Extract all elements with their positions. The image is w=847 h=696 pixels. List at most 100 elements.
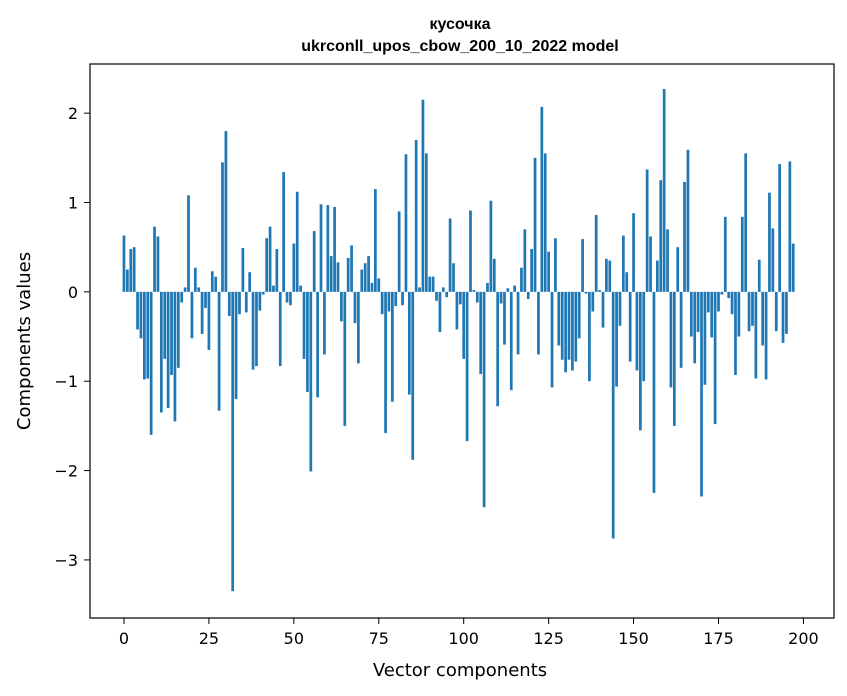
bar-22: [197, 287, 201, 292]
bar-149: [628, 291, 632, 362]
bar-169: [696, 291, 700, 333]
bar-18: [183, 287, 187, 292]
bar-66: [346, 257, 350, 292]
bar-129: [560, 291, 564, 360]
bar-172: [706, 291, 710, 313]
bar-128: [557, 291, 561, 346]
bar-45: [275, 248, 279, 292]
bar-79: [391, 291, 394, 402]
bar-134: [577, 291, 581, 339]
bar-1: [126, 269, 129, 292]
bar-23: [200, 291, 204, 334]
bar-9: [153, 226, 156, 292]
bar-34: [238, 291, 241, 315]
bar-133: [574, 291, 578, 362]
bar-4: [136, 291, 139, 330]
x-tick-label: 150: [618, 629, 649, 648]
bar-122: [537, 291, 540, 355]
bar-92: [435, 291, 438, 301]
bar-89: [424, 153, 428, 292]
bar-14: [170, 291, 173, 375]
bar-73: [370, 282, 374, 292]
bar-110: [496, 291, 500, 407]
bar-12: [163, 291, 167, 359]
bar-53: [302, 291, 306, 359]
bar-39: [255, 291, 258, 367]
bar-93: [438, 291, 442, 333]
bar-126: [550, 291, 554, 388]
bar-146: [618, 291, 622, 326]
bar-166: [686, 149, 690, 292]
bar-175: [717, 291, 720, 312]
bar-107: [486, 282, 489, 292]
bars-group: [122, 89, 795, 592]
bar-77: [384, 291, 387, 434]
bar-161: [669, 291, 673, 388]
bar-142: [605, 258, 608, 292]
bar-136: [584, 291, 588, 294]
bar-179: [730, 291, 734, 315]
x-tick-label: 200: [788, 629, 819, 648]
x-axis-ticks: 0 25 50 75 100 125 150 175 200: [119, 618, 819, 648]
bar-60: [326, 205, 330, 292]
bar-119: [526, 291, 530, 299]
bar-143: [608, 260, 612, 292]
x-tick-label: 175: [703, 629, 734, 648]
bar-194: [781, 291, 785, 343]
bar-160: [666, 229, 669, 292]
x-tick-label: 0: [119, 629, 129, 648]
bar-196: [788, 161, 792, 292]
bar-98: [455, 291, 459, 330]
bar-0: [122, 235, 126, 292]
bar-189: [764, 291, 768, 380]
bar-121: [533, 157, 537, 292]
bar-90: [428, 276, 432, 292]
bar-156: [652, 291, 656, 493]
bar-154: [645, 169, 649, 292]
bar-120: [530, 248, 533, 292]
bar-111: [499, 291, 503, 304]
bar-159: [662, 89, 666, 292]
bar-152: [639, 291, 642, 431]
bar-148: [625, 272, 629, 292]
bar-29: [221, 162, 224, 292]
bar-150: [632, 213, 635, 292]
bar-163: [676, 247, 680, 292]
bar-7: [146, 291, 150, 379]
bar-117: [520, 267, 523, 292]
bar-94: [441, 287, 445, 292]
bar-135: [581, 239, 584, 292]
bar-37: [248, 272, 252, 292]
bar-10: [156, 236, 160, 292]
bar-87: [418, 287, 421, 292]
bar-176: [720, 291, 724, 295]
bar-55: [309, 291, 313, 472]
bar-35: [241, 248, 245, 292]
x-axis-label: Vector components: [373, 660, 547, 681]
bar-114: [509, 291, 513, 391]
bar-108: [489, 200, 493, 292]
bar-83: [404, 154, 408, 292]
bar-16: [176, 291, 180, 368]
bar-54: [306, 291, 309, 392]
bar-102: [469, 210, 472, 292]
bar-155: [649, 236, 652, 292]
bar-86: [414, 139, 418, 292]
chart-subtitle: ukrconll_upos_cbow_200_10_2022 model: [301, 38, 618, 55]
bar-139: [594, 215, 598, 292]
bar-25: [207, 291, 211, 350]
bar-100: [462, 291, 466, 359]
bar-109: [492, 258, 496, 292]
bar-99: [458, 291, 462, 305]
bar-85: [411, 291, 415, 460]
bar-63: [336, 262, 340, 292]
bar-106: [482, 291, 486, 508]
bar-38: [251, 291, 255, 370]
bar-138: [591, 291, 595, 312]
bar-68: [353, 291, 357, 324]
bar-167: [689, 291, 693, 337]
x-tick-label: 50: [284, 629, 304, 648]
bar-49: [289, 291, 292, 306]
chart-title-group: кусочка ukrconll_upos_cbow_200_10_2022 m…: [301, 16, 618, 55]
